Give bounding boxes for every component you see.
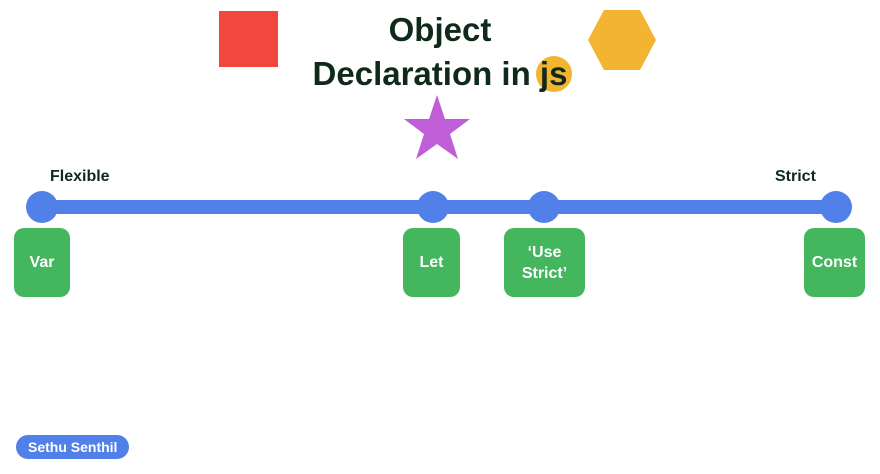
js-highlight: js xyxy=(535,52,572,96)
title-line-2-text: Declaration in xyxy=(312,55,540,92)
track-dot-const xyxy=(820,191,852,223)
const-card: Const xyxy=(804,228,865,297)
page-title: Object Declaration in js xyxy=(280,8,600,96)
let-card: Let xyxy=(403,228,460,297)
title-line-2: Declaration in js xyxy=(280,52,600,96)
track-dot-use-strict xyxy=(528,191,560,223)
flexible-label: Flexible xyxy=(50,168,110,185)
js-highlight-text: js xyxy=(539,55,568,92)
purple-star-icon xyxy=(404,95,470,159)
use-strict-card: ‘Use Strict’ xyxy=(504,228,585,297)
track-dot-let xyxy=(417,191,449,223)
title-line-1: Object xyxy=(388,11,492,48)
yellow-hexagon-icon xyxy=(588,10,656,70)
track-dot-var xyxy=(26,191,58,223)
red-square-icon xyxy=(219,11,278,67)
strict-label: Strict xyxy=(775,168,816,185)
author-badge: Sethu Senthil xyxy=(16,435,130,459)
var-card: Var xyxy=(14,228,70,297)
